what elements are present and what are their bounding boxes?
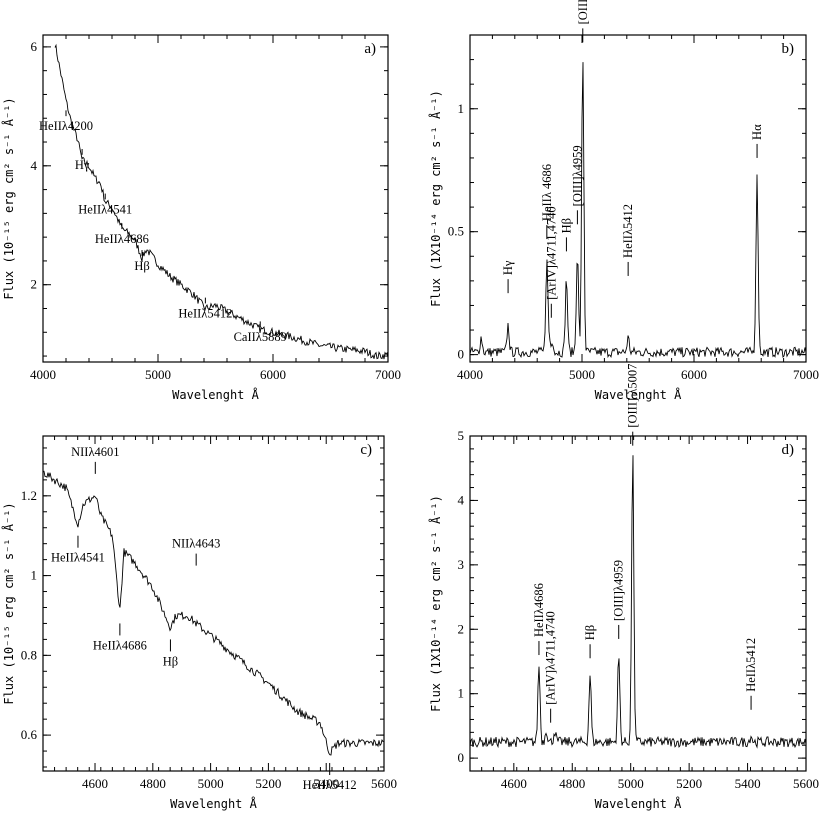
annotation-label: Hγ (75, 158, 90, 172)
spectrum-line (469, 62, 807, 359)
panel-c: 4600 4800 5000 5200 5400 5600 0.6 0.8 1 1.2 Wavele… (1, 435, 397, 811)
y-tick-label: 4 (31, 158, 38, 173)
x-tick-label: 7000 (793, 367, 819, 382)
panel-a: 4000 5000 6000 7000 2 4 6 Wavelenght Å Flux (10⁻… (1, 34, 401, 402)
annotation-label: [OIII]λ4959 (612, 560, 626, 621)
annotation-label: [OIII]λ5007 (576, 0, 590, 24)
x-axis-title: Wavelenght Å (172, 387, 259, 402)
annotation-label: Hβ (583, 625, 597, 640)
x-tick-label: 5400 (313, 776, 339, 791)
x-tick-label: 4600 (501, 776, 527, 791)
panel-label: d) (782, 442, 795, 458)
spectrum-line (469, 455, 807, 749)
x-tick-label: 5000 (618, 776, 644, 791)
panel-label: b) (782, 41, 795, 57)
x-tick-label: 5000 (198, 776, 224, 791)
x-tick-label: 4800 (140, 776, 166, 791)
y-tick-label: 0 (458, 750, 465, 765)
x-tick-label: 4000 (457, 367, 483, 382)
x-tick-label: 6000 (260, 367, 286, 382)
annotation-label: Hβ (163, 654, 178, 668)
x-tick-label: 4000 (30, 367, 56, 382)
y-axis-title: Flux (1X10⁻¹⁴ erg cm² s⁻¹ Å⁻¹) (428, 90, 443, 307)
annotation-label: [OIII]λ4959 (570, 145, 584, 206)
y-tick-label: 6 (31, 39, 38, 54)
annotation-label: HeIIλ5412 (178, 306, 232, 320)
y-tick-label: 2 (31, 277, 38, 292)
x-axis-title: Wavelenght Å (595, 387, 682, 402)
annotation-label: HeIIλ5412 (621, 204, 635, 258)
y-tick-label: 0 (458, 347, 465, 362)
y-axis-title: Flux (1X10⁻¹⁴ erg cm² s⁻¹ Å⁻¹) (428, 495, 443, 712)
plot-frame (42, 435, 385, 772)
annotation-label: HeIIλ4541 (51, 551, 105, 565)
panel-label: a) (364, 41, 376, 57)
y-axis-title: Flux (10⁻¹⁵ erg cm² s⁻¹ Å⁻¹) (1, 97, 16, 299)
y-tick-label: 4 (458, 492, 465, 507)
x-tick-label: 4800 (559, 776, 585, 791)
y-tick-label: 1 (458, 686, 465, 701)
y-tick-label: 3 (458, 557, 465, 572)
annotation-label: Hγ (501, 260, 515, 275)
annotation-label: CaIIλ5889 (234, 330, 287, 344)
annotation-label: HeIIλ5412 (303, 778, 357, 792)
annotation-label: NIIλ4643 (172, 537, 220, 551)
x-tick-label: 6000 (681, 367, 707, 382)
x-tick-label: 5000 (145, 367, 171, 382)
x-tick-label: 5600 (371, 776, 397, 791)
x-tick-label: 5200 (676, 776, 702, 791)
x-tick-label: 5600 (793, 776, 819, 791)
annotation-label: HeIIλ4541 (78, 202, 132, 216)
annotation-label: [ArIV]λ4711,4740 (544, 206, 558, 299)
plot-frame (469, 34, 807, 363)
annotation-label: HeIIλ 4686 (540, 164, 554, 221)
plot-frame (469, 435, 807, 772)
y-tick-label: 0.5 (448, 224, 464, 239)
spectrum-line (42, 470, 385, 756)
panel-d: 4600 4800 5000 5200 5400 5600 0 1 2 3 4 5 Wavelenght… (428, 364, 819, 811)
y-tick-label: 1 (31, 568, 38, 583)
panel-b: 4000 5000 6000 7000 0 0.5 1 Wavelenght Å Flux (1… (428, 0, 819, 402)
annotation-label: HeIIλ4200 (39, 119, 93, 133)
x-tick-label: 5400 (735, 776, 761, 791)
annotation-label: HeIIλ4686 (532, 583, 546, 637)
y-tick-label: 0.8 (21, 647, 37, 662)
x-axis-title: Wavelenght Å (170, 796, 257, 811)
x-tick-label: 5200 (255, 776, 281, 791)
y-tick-label: 2 (458, 621, 465, 636)
annotation-label: HeIIλ4686 (93, 638, 147, 652)
annotation-label: [ArIV]λ4711,4740 (544, 611, 558, 704)
plot-frame (42, 34, 389, 363)
annotation-label: HeIIλ5412 (744, 638, 758, 692)
x-tick-label: 4600 (82, 776, 108, 791)
annotation-label: Hβ (559, 218, 573, 233)
y-tick-label: 1 (458, 101, 465, 116)
panel-label: c) (360, 442, 372, 458)
annotation-label: NIIλ4601 (71, 445, 119, 459)
x-tick-label: 7000 (375, 367, 401, 382)
x-tick-label: 5000 (569, 367, 595, 382)
annotation-label: Hβ (134, 259, 149, 273)
y-tick-label: 1.2 (21, 488, 37, 503)
annotation-label: HeIIλ4686 (95, 232, 149, 246)
y-tick-label: 0.6 (21, 727, 38, 742)
x-axis-title: Wavelenght Å (595, 796, 682, 811)
spectrum-line (54, 43, 389, 360)
y-tick-label: 5 (458, 428, 465, 443)
y-axis-title: Flux (10⁻¹⁵ erg cm² s⁻¹ Å⁻¹) (1, 502, 16, 704)
annotation-label: [OIII] λ5007 (626, 364, 640, 428)
annotation-label: Hα (750, 124, 764, 140)
